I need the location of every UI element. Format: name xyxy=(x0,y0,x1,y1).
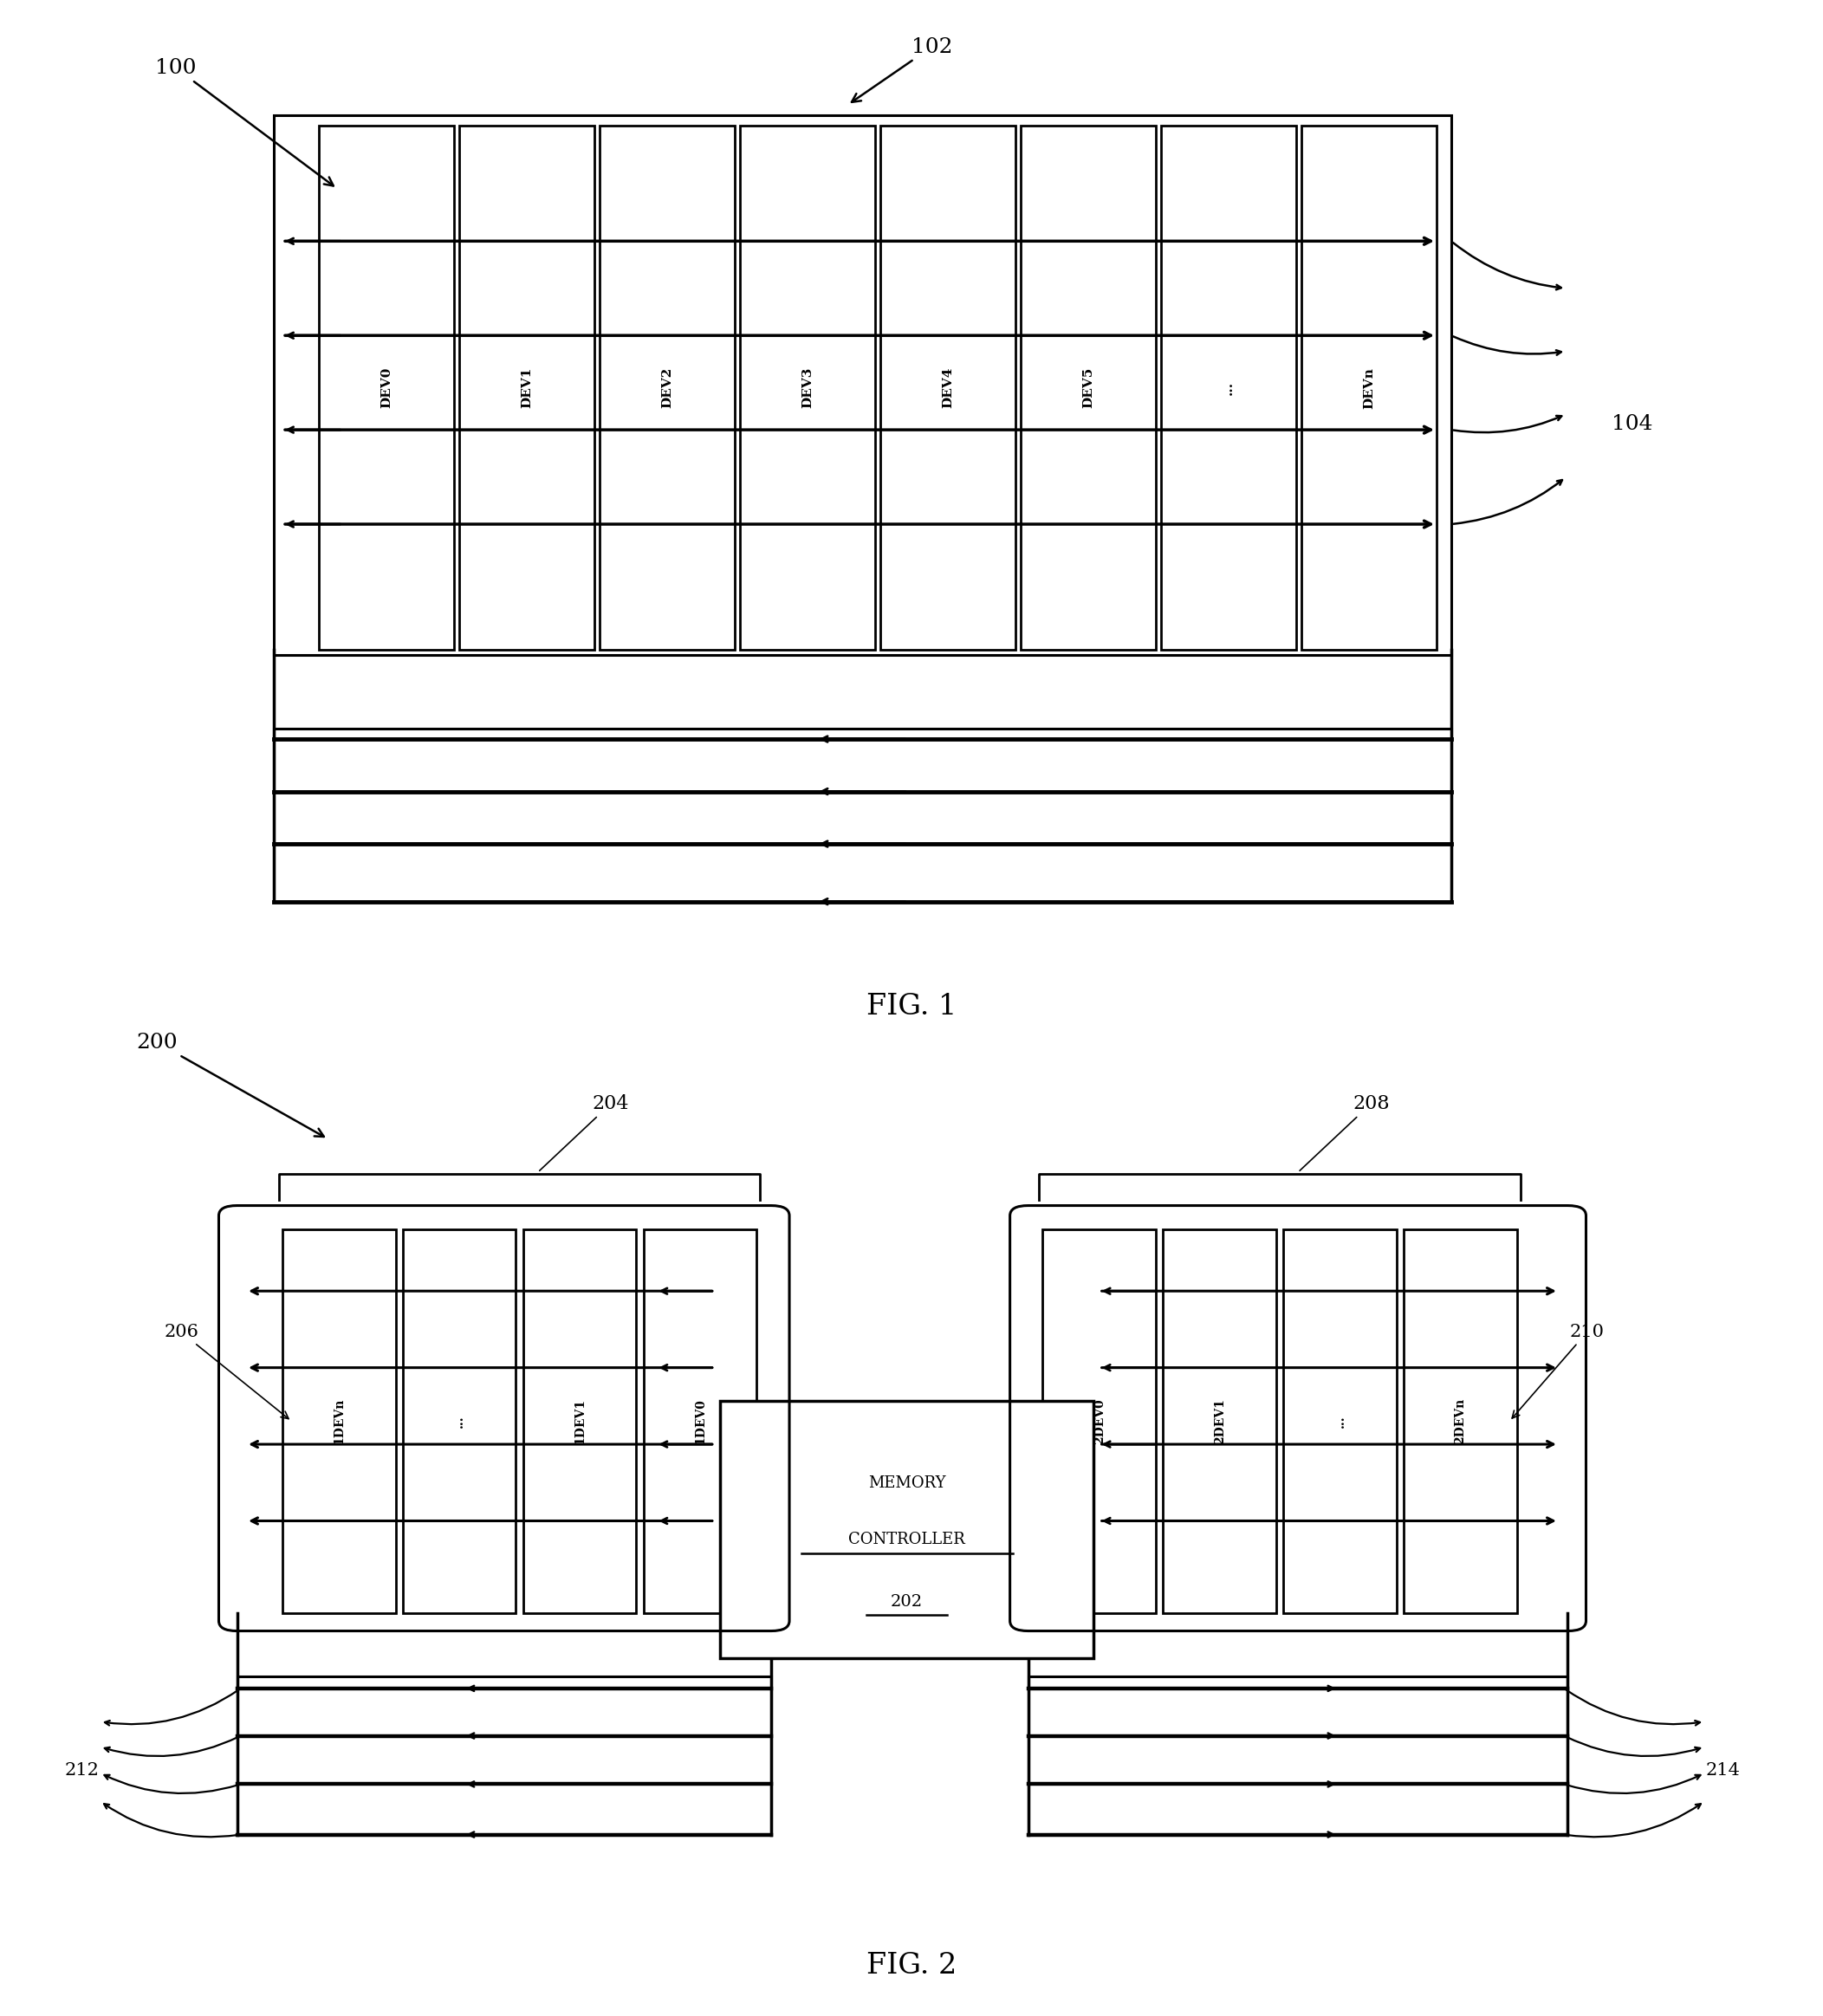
Bar xyxy=(1302,125,1437,649)
Text: DEV0: DEV0 xyxy=(381,367,392,409)
Bar xyxy=(1021,125,1156,649)
Bar xyxy=(881,125,1015,649)
Bar xyxy=(720,1401,1094,1657)
Text: DEV5: DEV5 xyxy=(1083,367,1094,409)
Bar xyxy=(273,115,1451,655)
Text: DEVn: DEVn xyxy=(1364,367,1375,409)
Text: ...: ... xyxy=(454,1415,465,1427)
Text: 1DEV1: 1DEV1 xyxy=(574,1399,585,1443)
Bar xyxy=(600,125,735,649)
Bar xyxy=(319,125,454,649)
Bar xyxy=(1283,1230,1396,1613)
Text: DEV4: DEV4 xyxy=(942,367,953,409)
Text: 208: 208 xyxy=(1300,1095,1389,1171)
Text: CONTROLLER: CONTROLLER xyxy=(848,1532,966,1548)
Bar xyxy=(459,125,594,649)
Bar xyxy=(523,1230,636,1613)
Text: 212: 212 xyxy=(66,1762,98,1778)
Text: FIG. 2: FIG. 2 xyxy=(866,1951,957,1980)
Text: 204: 204 xyxy=(540,1095,629,1171)
Bar xyxy=(283,1230,396,1613)
Text: ...: ... xyxy=(1223,381,1234,395)
Bar xyxy=(1043,1230,1156,1613)
Bar xyxy=(403,1230,516,1613)
Bar xyxy=(1163,1230,1276,1613)
Text: 1DEVn: 1DEVn xyxy=(334,1399,345,1443)
Bar xyxy=(1028,1677,1568,1835)
Text: 104: 104 xyxy=(1612,413,1653,433)
Text: 1DEV0: 1DEV0 xyxy=(695,1399,706,1443)
Text: 210: 210 xyxy=(1511,1325,1604,1417)
Text: MEMORY: MEMORY xyxy=(868,1476,946,1492)
Bar xyxy=(644,1230,757,1613)
Text: DEV1: DEV1 xyxy=(521,367,532,409)
Text: 200: 200 xyxy=(137,1032,324,1137)
Bar xyxy=(1161,125,1296,649)
Bar xyxy=(740,125,875,649)
Text: 2DEV1: 2DEV1 xyxy=(1214,1399,1225,1443)
Bar xyxy=(1404,1230,1517,1613)
Text: DEV2: DEV2 xyxy=(662,367,673,409)
Text: 2DEVn: 2DEVn xyxy=(1455,1399,1466,1443)
Text: 202: 202 xyxy=(891,1595,922,1609)
Text: FIG. 1: FIG. 1 xyxy=(866,992,957,1020)
Text: ...: ... xyxy=(1334,1415,1345,1427)
Text: 102: 102 xyxy=(851,36,953,103)
Text: 214: 214 xyxy=(1706,1762,1739,1778)
Bar xyxy=(237,1677,771,1835)
Bar xyxy=(273,728,1451,901)
Text: 100: 100 xyxy=(155,58,334,185)
Text: 2DEV0: 2DEV0 xyxy=(1094,1399,1105,1443)
Text: DEV3: DEV3 xyxy=(802,367,813,409)
Text: 206: 206 xyxy=(164,1325,288,1419)
